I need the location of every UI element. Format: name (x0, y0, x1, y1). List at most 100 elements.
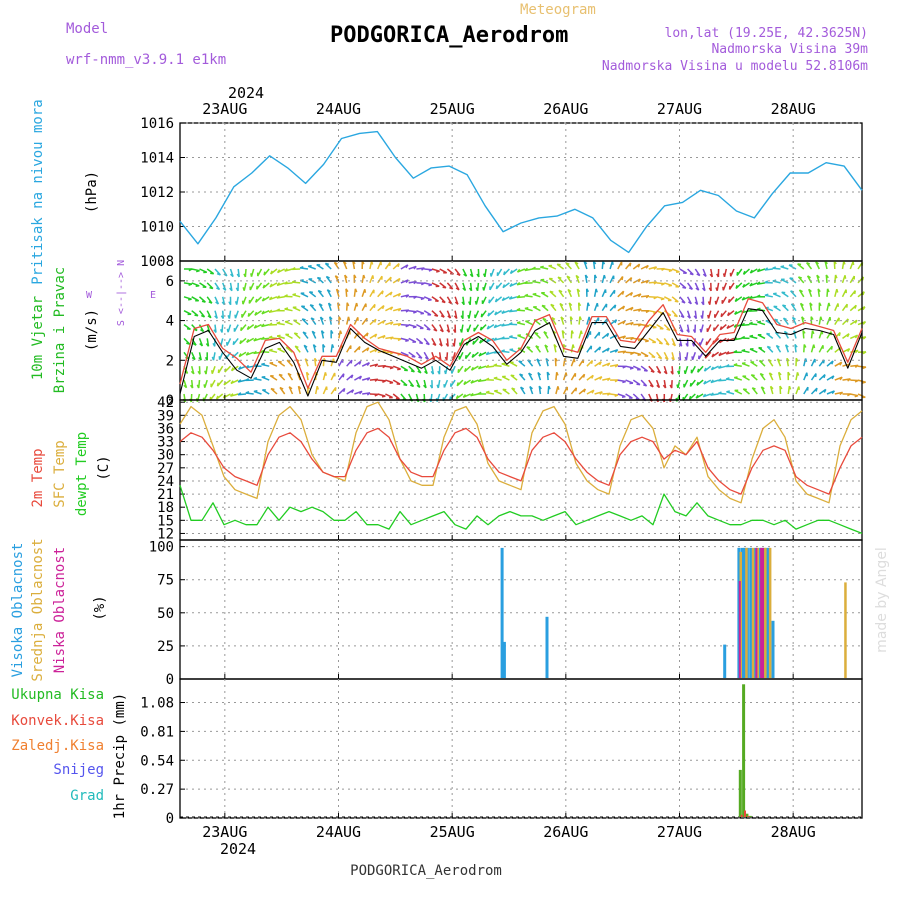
wind-arrow-head (425, 342, 430, 346)
wind-arrow-head (520, 386, 525, 390)
wind-arrow-head (216, 382, 219, 387)
cloud-unit: (%) (92, 595, 108, 620)
wind-arrow-head (463, 273, 467, 277)
wind-arrow-head (847, 393, 851, 397)
cloud-high-bar (500, 547, 504, 678)
wind-arrow-head (776, 344, 780, 348)
bottom-day-labels: 23AUG 24AUG 25AUG 26AUG 27AUG 28AUG (202, 823, 815, 841)
wind-arrow-head (650, 370, 655, 373)
wind-arrow-head (717, 391, 722, 395)
wind-arrow-head (630, 292, 634, 296)
wind-arrow-head (229, 287, 233, 292)
wind-arrow-head (613, 304, 617, 309)
wind-arrow-head (751, 374, 755, 377)
y-tick-label: 75 (157, 573, 174, 589)
wind-arrow-head (508, 295, 513, 300)
wind-arrow-head (854, 394, 859, 398)
wind-arrow-head (474, 300, 478, 305)
wind-arrow-head (501, 297, 505, 301)
wind-arrow-head (815, 387, 818, 392)
wind-arrow-head (188, 268, 193, 272)
wind-arrow-head (253, 376, 258, 380)
wind-arrow-head (485, 351, 490, 356)
wind-arrow-head (629, 277, 633, 282)
wind-arrow-head (316, 385, 320, 390)
wind-arrow-head (710, 379, 714, 384)
wind-arrow-head (240, 327, 243, 331)
y-tick-label: 12 (157, 526, 174, 542)
wind-arrow-head (665, 342, 670, 346)
wind-arrow-head (374, 363, 379, 368)
wind-arrow-head (456, 382, 459, 387)
wind-arrow-head (286, 359, 291, 363)
wind-arrow-head (471, 353, 475, 358)
cloud-low-bar (738, 581, 741, 678)
wind-arrow-head (434, 314, 438, 317)
bottom-day-label: 24AUG (316, 823, 361, 841)
wind-arrow-head (501, 323, 505, 327)
wind-arrow-head (200, 329, 204, 333)
wind-arrow-head (756, 294, 761, 298)
wind-arrow-head (413, 311, 417, 314)
wind-arrow-head (224, 368, 227, 373)
wind-arrow-head (485, 390, 490, 394)
wind-arrow-head (789, 277, 794, 280)
wind-arrow-head (796, 372, 800, 376)
y-tick-label: 36 (157, 421, 174, 437)
wind-arrow-head (734, 297, 738, 302)
wind-arrow-head (714, 300, 717, 305)
wind-arrow-head (749, 295, 753, 299)
wind-arrow-head (201, 300, 206, 303)
wind-arrow-head (501, 310, 505, 314)
wind-arrow-head (234, 301, 238, 305)
wind-arrow-head (726, 390, 730, 393)
wind-arrow-head (574, 261, 579, 265)
y-tick-label: 0.27 (140, 782, 174, 798)
y-tick-label: 1012 (140, 185, 174, 201)
wind-arrow-head (718, 352, 722, 356)
y-tick-label: 0 (166, 393, 174, 409)
cloud-low-bar (755, 547, 758, 678)
wind-arrow-head (221, 301, 226, 306)
wind-arrow-head (419, 342, 423, 345)
wind-arrow-head (836, 288, 839, 293)
precip-legend-item: Grad (70, 788, 104, 804)
wind-arrow-head (254, 311, 258, 316)
wind-arrow-head (328, 302, 332, 307)
y-tick-label: 30 (157, 448, 174, 464)
wind-arrow-head (862, 291, 865, 296)
station-title: PODGORICA_Aerodrom (330, 23, 568, 48)
wind-arrow-head (792, 316, 796, 321)
wind-arrow-field (182, 260, 867, 403)
wind-arrow-head (590, 360, 594, 364)
wind-arrow-head (621, 290, 625, 295)
wind-arrow-head (529, 385, 533, 390)
wind-arrow-head (494, 298, 498, 303)
wind-arrow-head (501, 349, 505, 352)
wind-arrow-head (777, 358, 781, 362)
wind-arrow-head (703, 380, 707, 385)
wind-arrow-head (463, 381, 467, 385)
wind-arrow-head (854, 379, 859, 383)
wind-speed-line (179, 308, 863, 397)
wind-arrow-head (405, 309, 410, 313)
wind-arrow-head (460, 315, 464, 320)
wind-arrow-head (343, 261, 347, 265)
wind-arrow-head (717, 378, 722, 382)
wind-arrow-head (780, 265, 785, 268)
cloud-mid-bar (756, 547, 760, 678)
wind-arrow-head (358, 375, 363, 380)
wind-arrow-head (567, 288, 572, 293)
wind-arrow-head (733, 350, 738, 353)
wind-arrow-head (861, 276, 865, 281)
wind-arrow-head (606, 333, 610, 337)
wind-arrow-head (194, 314, 199, 317)
wind-arrow-head (362, 274, 366, 279)
wind-arrow-head (284, 294, 288, 298)
wind-arrow-head (839, 361, 843, 366)
wind-arrow-head (666, 328, 671, 331)
wind-arrow-head (309, 291, 314, 294)
y-tick-label: 4 (166, 314, 174, 330)
wind-arrow-head (487, 312, 490, 317)
wind-arrow-head (397, 368, 401, 371)
